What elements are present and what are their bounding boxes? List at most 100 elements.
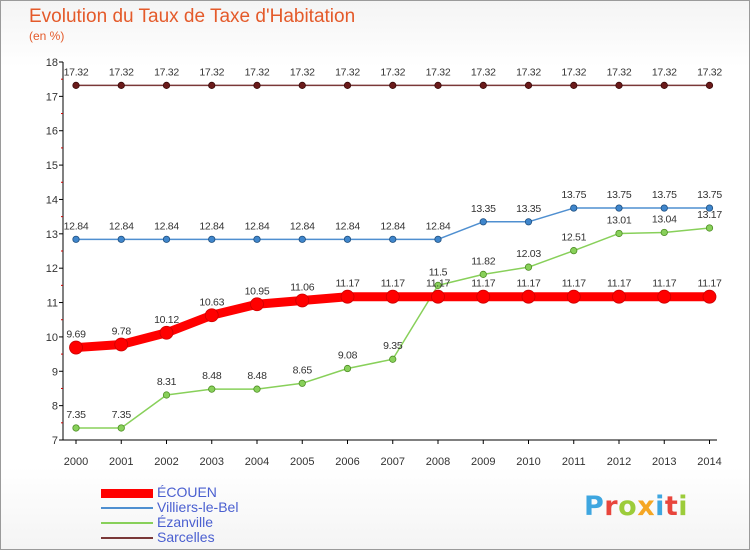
y-axis-unit-label: (en %) <box>29 29 65 43</box>
data-point <box>660 228 668 237</box>
data-label: 11.17 <box>517 278 541 290</box>
y-tick-label: 12 <box>46 263 58 275</box>
data-label: 11.17 <box>652 278 676 290</box>
data-point <box>343 81 352 89</box>
data-label: 12.84 <box>109 220 134 232</box>
x-tick-label: 2011 <box>562 456 586 468</box>
x-tick-label: 2004 <box>245 456 269 468</box>
legend-label-ezanville: Ézanville <box>157 514 214 530</box>
data-label: 11.17 <box>336 278 360 290</box>
data-label: 12.84 <box>335 220 360 232</box>
legend-item-villiers-le-bel: Villiers-le-Bel <box>101 500 321 515</box>
data-label: 13.04 <box>652 213 677 225</box>
legend-item-ezanville: Ézanville <box>101 515 321 530</box>
y-tick-label: 16 <box>46 126 58 138</box>
x-tick-label: 2013 <box>652 456 676 468</box>
data-label: 17.32 <box>290 66 315 78</box>
data-point <box>702 289 717 304</box>
data-point <box>114 337 129 352</box>
data-label: 17.32 <box>426 66 451 78</box>
legend-label-ecouen: ÉCOUEN <box>157 484 217 500</box>
data-label: 12.84 <box>154 220 179 232</box>
data-point <box>298 81 306 89</box>
legend-item-ecouen: ÉCOUEN <box>101 485 321 500</box>
x-tick-label: 2003 <box>200 456 224 468</box>
legend-label-sarcelles: Sarcelles <box>157 529 215 545</box>
data-label: 7.35 <box>66 409 86 421</box>
data-label: 10.12 <box>154 314 179 326</box>
data-point <box>705 204 714 212</box>
data-point <box>208 235 216 243</box>
x-tick-label: 2007 <box>381 456 405 468</box>
data-point <box>615 81 623 89</box>
data-point <box>343 364 352 373</box>
data-point <box>479 270 487 278</box>
data-label: 12.84 <box>290 220 315 232</box>
data-label: 17.32 <box>607 66 632 78</box>
data-point <box>295 293 310 308</box>
data-label: 12.84 <box>245 220 270 232</box>
y-tick-label: 8 <box>52 401 58 413</box>
data-label: 11.17 <box>607 278 631 290</box>
data-label: 11.06 <box>290 281 314 293</box>
data-label: 9.08 <box>338 350 358 362</box>
data-point <box>657 289 672 304</box>
data-point <box>204 308 219 323</box>
data-point <box>705 81 714 89</box>
logo-letter: i <box>655 491 665 522</box>
logo-letter: x <box>637 491 656 522</box>
x-tick-label: 2000 <box>64 456 88 468</box>
data-label: 12.03 <box>516 248 541 260</box>
data-point <box>159 325 174 340</box>
data-label: 9.69 <box>66 329 86 341</box>
data-point <box>479 218 487 226</box>
data-point <box>479 81 487 89</box>
legend-item-sarcelles: Sarcelles <box>101 530 321 545</box>
data-label: 11.17 <box>471 278 495 290</box>
x-tick-label: 2005 <box>290 456 314 468</box>
data-point <box>434 235 442 243</box>
data-label: 13.35 <box>471 203 496 215</box>
x-tick-label: 2010 <box>516 456 540 468</box>
legend-swatch-villiers-le-bel <box>101 507 153 509</box>
data-point <box>340 289 355 304</box>
data-point <box>389 235 397 243</box>
y-tick-label: 9 <box>52 366 58 378</box>
data-point <box>570 247 578 255</box>
legend: ÉCOUEN Villiers-le-Bel Ézanville Sarcell… <box>101 485 321 545</box>
data-point <box>524 218 533 226</box>
data-label: 7.35 <box>112 409 132 421</box>
data-point <box>250 297 264 312</box>
data-point <box>253 385 261 393</box>
data-point <box>253 235 261 243</box>
data-point <box>72 424 80 432</box>
y-tick-label: 11 <box>47 298 58 310</box>
y-tick-label: 15 <box>46 160 58 172</box>
data-point <box>385 289 400 304</box>
data-label: 12.84 <box>199 220 224 232</box>
series-villiers-le-bel: 12.84 12.84 12.84 12.84 12.84 12.84 12.84 12.84… <box>64 189 723 243</box>
data-point <box>343 235 352 243</box>
data-label: 13.75 <box>607 189 632 201</box>
x-tick-label: 2009 <box>471 456 495 468</box>
data-label: 13.75 <box>697 189 722 201</box>
data-point <box>69 340 83 355</box>
data-label: 13.01 <box>607 214 632 226</box>
logo-letter: i <box>678 491 689 522</box>
data-point <box>117 81 125 89</box>
data-point <box>434 81 442 89</box>
y-tick-label: 14 <box>46 194 58 206</box>
data-label: 8.48 <box>202 370 222 382</box>
data-point <box>389 81 397 89</box>
data-point <box>162 391 171 399</box>
data-point <box>117 235 125 243</box>
series-sarcelles: 17.32 17.32 17.32 17.32 17.32 17.32 17.32 17.32… <box>64 66 723 89</box>
data-point <box>208 81 216 89</box>
legend-swatch-sarcelles <box>101 537 153 539</box>
data-label: 11.82 <box>471 255 495 267</box>
legend-swatch-ezanville <box>101 522 153 524</box>
data-point <box>72 235 80 243</box>
data-point <box>570 204 578 212</box>
